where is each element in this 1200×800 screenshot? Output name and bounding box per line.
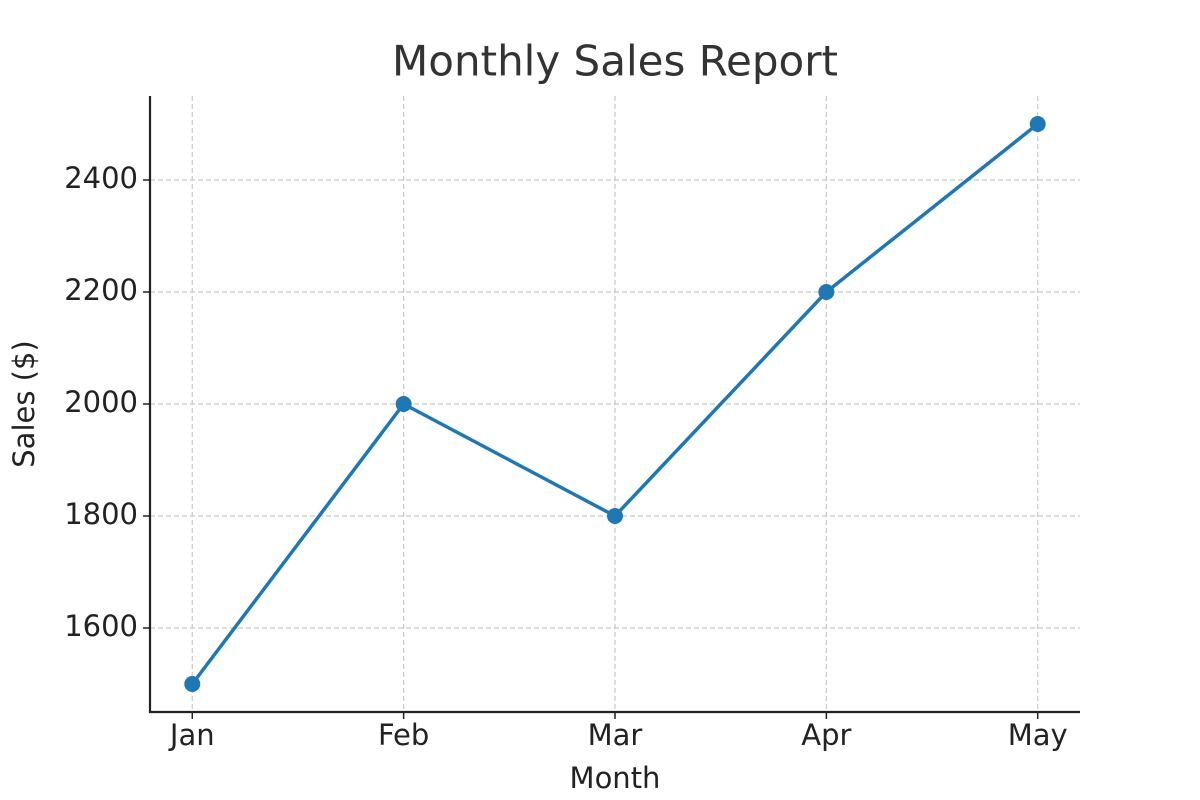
x-tick-label: May xyxy=(1008,718,1068,752)
x-tick-label: Apr xyxy=(801,718,851,752)
y-tick-label: 2400 xyxy=(64,161,138,195)
x-tick-label: Jan xyxy=(168,718,215,752)
chart-title: Monthly Sales Report xyxy=(392,37,838,86)
y-axis-label: Sales ($) xyxy=(7,340,41,467)
x-tick-label: Feb xyxy=(378,718,429,752)
data-point xyxy=(607,508,623,524)
data-point xyxy=(1029,116,1046,132)
x-axis-label: Month xyxy=(570,761,661,795)
data-point xyxy=(818,284,835,300)
data-point xyxy=(184,676,201,692)
y-tick-label: 2000 xyxy=(64,385,138,419)
y-tick-label: 1600 xyxy=(64,609,138,643)
y-tick-label: 1800 xyxy=(64,497,138,531)
x-tick-label: Mar xyxy=(588,718,643,752)
y-tick-label: 2200 xyxy=(64,273,138,307)
data-point xyxy=(395,396,412,412)
